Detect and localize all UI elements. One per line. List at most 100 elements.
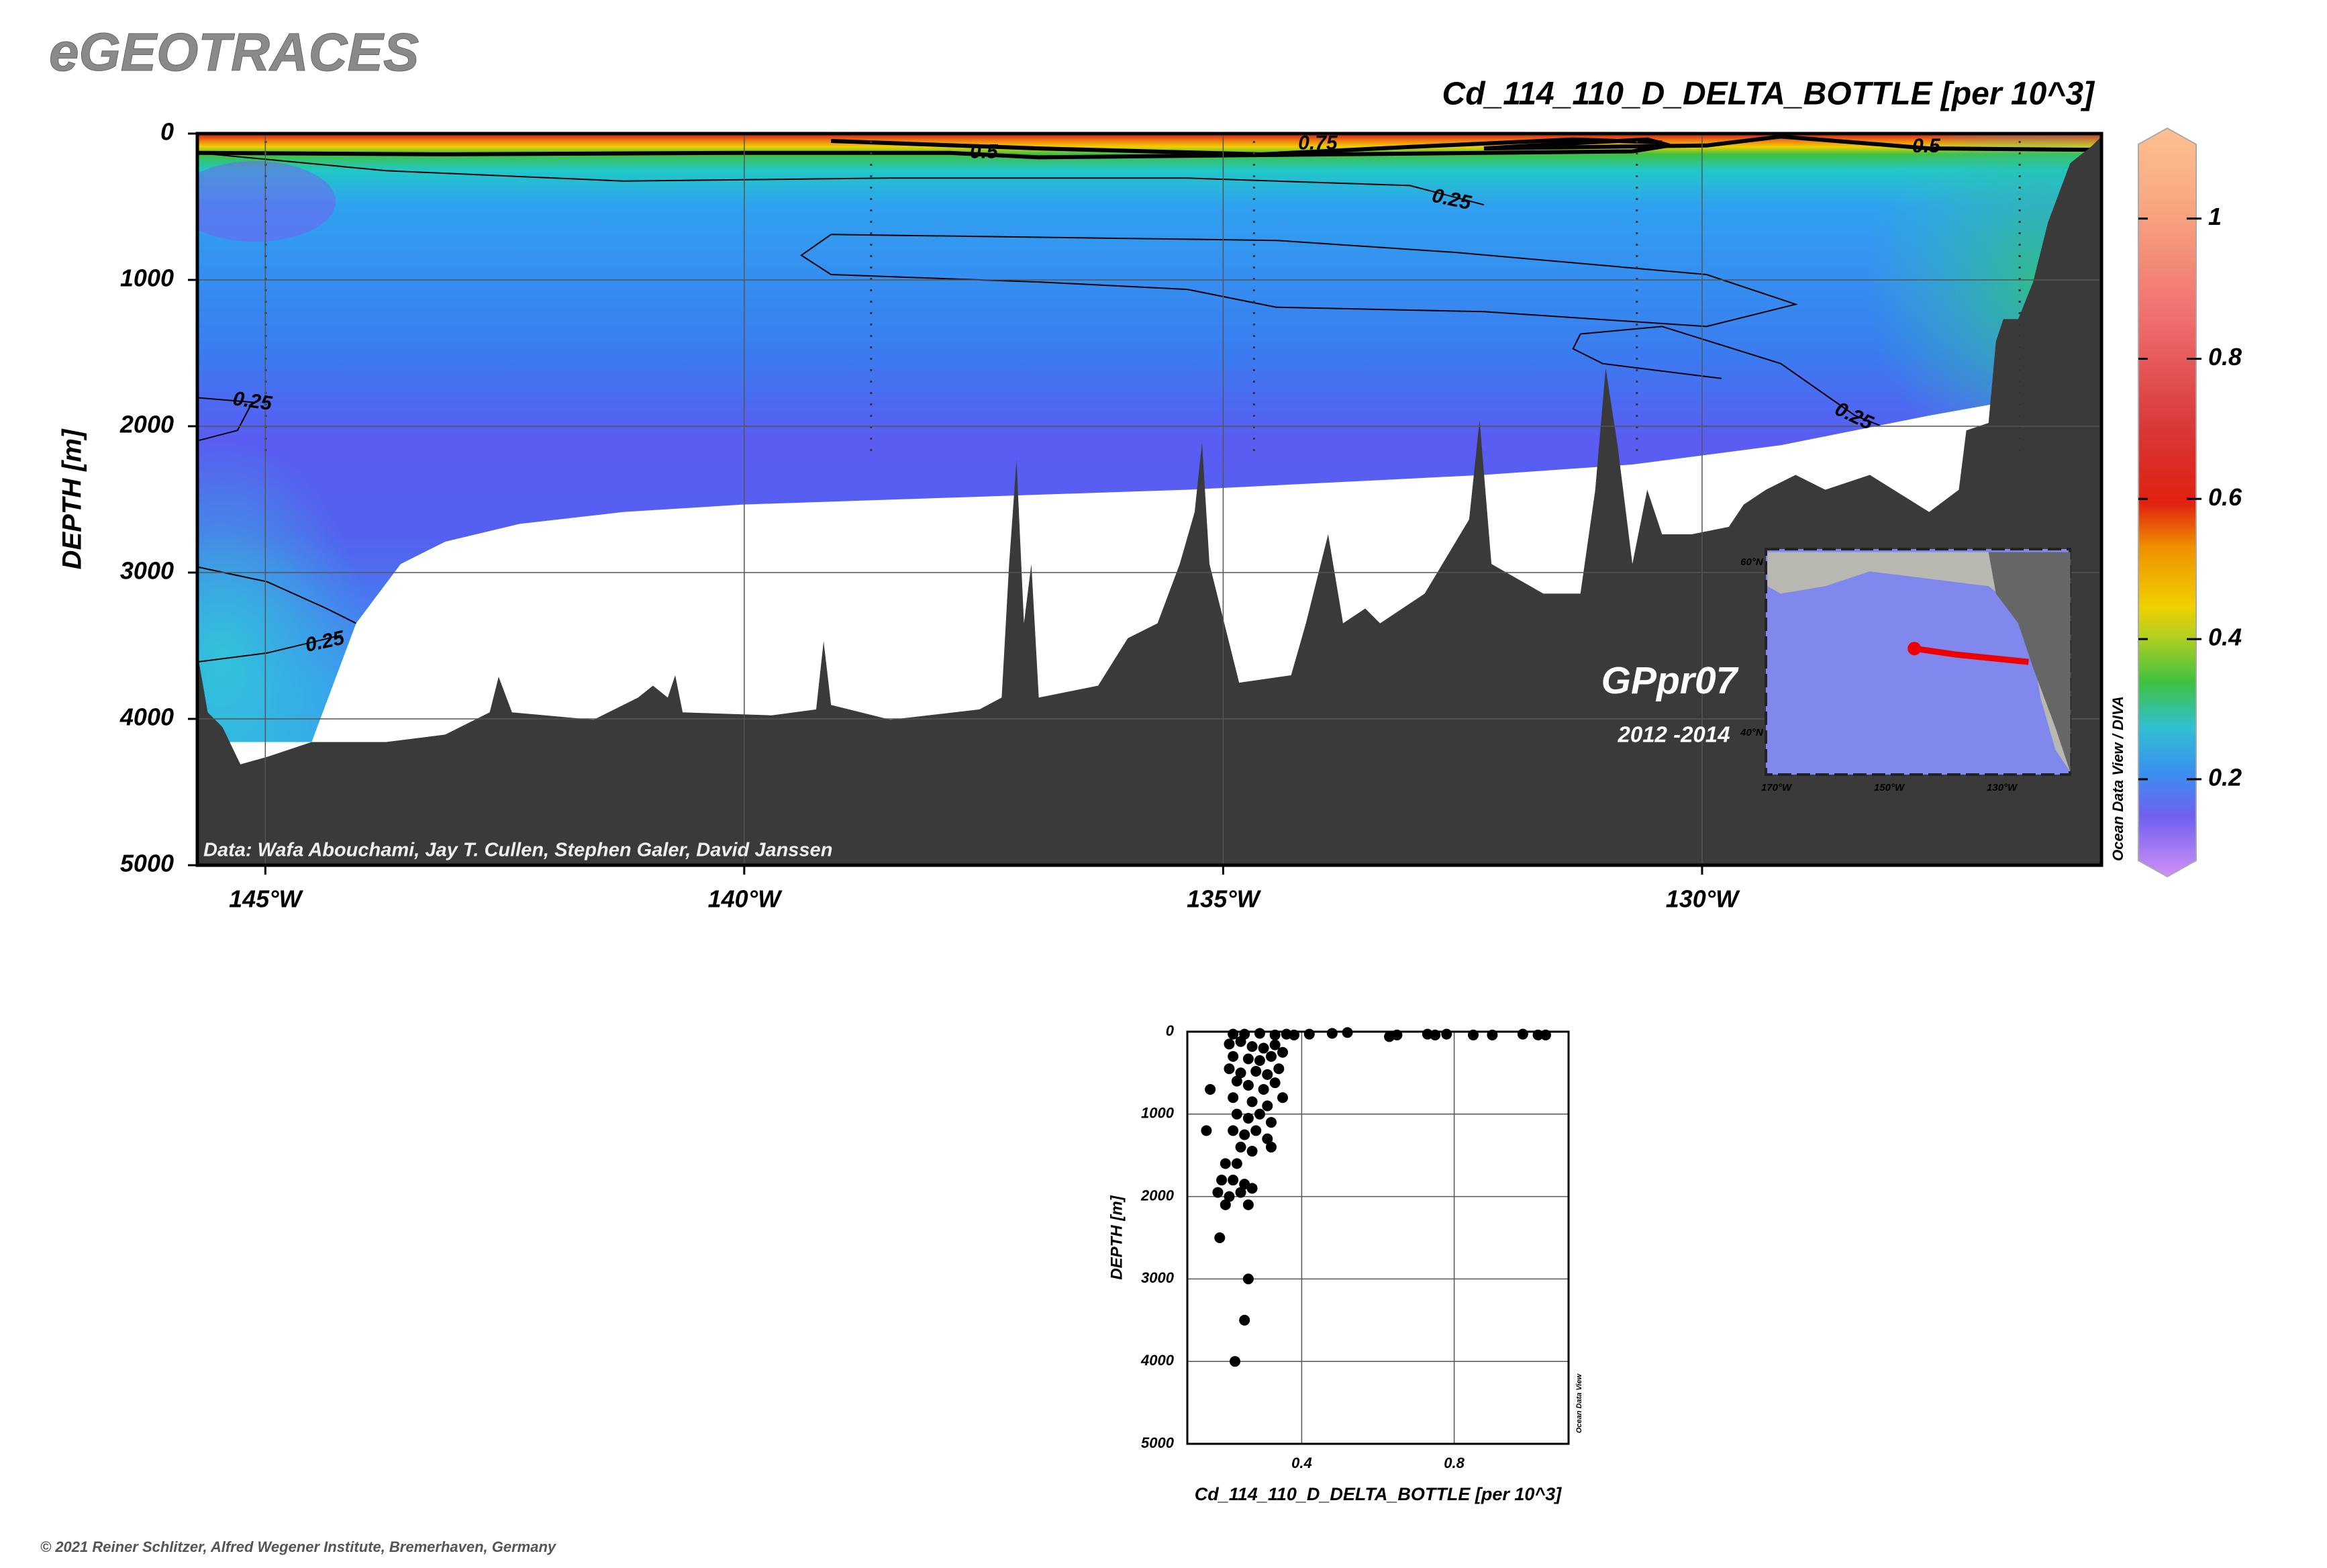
point bbox=[1269, 1077, 1281, 1089]
bathymetry bbox=[197, 136, 2101, 865]
software: Ocean Data View bbox=[1575, 1373, 1583, 1433]
point bbox=[1239, 1314, 1250, 1326]
point bbox=[1262, 1069, 1273, 1080]
point bbox=[1231, 1158, 1242, 1169]
point bbox=[1201, 1125, 1212, 1136]
inset-station bbox=[1908, 642, 1922, 656]
point bbox=[1228, 1028, 1239, 1040]
point bbox=[1246, 1183, 1258, 1194]
point bbox=[1254, 1108, 1265, 1120]
point bbox=[1228, 1125, 1239, 1136]
point bbox=[1205, 1083, 1216, 1095]
contour-line bbox=[197, 566, 357, 624]
section-name: GPpr07 bbox=[1601, 659, 1739, 702]
point bbox=[1265, 1117, 1277, 1128]
point bbox=[1228, 1050, 1239, 1062]
contour-line bbox=[800, 234, 1798, 328]
y-tick-label: 1000 bbox=[1141, 1105, 1175, 1122]
point bbox=[1265, 1141, 1277, 1153]
y-axis-label: DEPTH [m] bbox=[1107, 1195, 1126, 1279]
contour-label: 0.5 bbox=[1912, 135, 1941, 157]
point bbox=[1250, 1125, 1262, 1136]
inset-lat-label: 40°N bbox=[1740, 727, 1764, 738]
chart-title: Cd_114_110_D_DELTA_BOTTLE [per 10^3] bbox=[1442, 77, 2095, 112]
contour-line bbox=[197, 634, 342, 663]
inset-track bbox=[1914, 645, 2029, 665]
x-tick-label: 140°W bbox=[708, 885, 783, 913]
point bbox=[1231, 1075, 1242, 1087]
years: 2012 -2014 bbox=[1618, 722, 1730, 747]
contour-line bbox=[831, 137, 1663, 156]
point bbox=[1230, 1356, 1240, 1367]
point bbox=[1262, 1100, 1273, 1112]
inset-land bbox=[1988, 552, 2071, 772]
inset-lat-label: 60°N bbox=[1740, 556, 1764, 568]
point bbox=[1430, 1029, 1441, 1040]
point bbox=[1250, 1065, 1262, 1077]
frame bbox=[195, 132, 2103, 867]
point bbox=[1214, 1232, 1226, 1243]
contour-line bbox=[197, 397, 254, 442]
logo: eGEOTRACES bbox=[49, 22, 419, 82]
x-tick-label: 135°W bbox=[1187, 885, 1261, 913]
point bbox=[1391, 1029, 1403, 1040]
y-tick-label: 3000 bbox=[1141, 1269, 1175, 1286]
inset-lon-label: 170°W bbox=[1761, 782, 1793, 793]
colorbar-label: 0.6 bbox=[2208, 483, 2242, 511]
point bbox=[1258, 1042, 1269, 1054]
point bbox=[1532, 1029, 1544, 1040]
inset-lon-label: 130°W bbox=[1987, 782, 2018, 793]
x-tick-label: 0.8 bbox=[1444, 1455, 1465, 1471]
x-axis-label: Cd_114_110_D_DELTA_BOTTLE [per 10^3] bbox=[1195, 1484, 1562, 1504]
point bbox=[1220, 1158, 1231, 1169]
point bbox=[1326, 1028, 1338, 1039]
contour-line bbox=[1572, 334, 1722, 379]
point bbox=[1262, 1133, 1273, 1144]
inset-lon-label: 150°W bbox=[1874, 782, 1905, 793]
point bbox=[1216, 1175, 1228, 1186]
point bbox=[1224, 1038, 1235, 1050]
colorbar-label: 1 bbox=[2208, 203, 2222, 230]
y-tick-label: 4000 bbox=[119, 703, 174, 731]
colorbar: 0.2 0.4 0.6 0.8 1 bbox=[2138, 127, 2242, 878]
point bbox=[1277, 1046, 1288, 1058]
point bbox=[1258, 1083, 1269, 1095]
x-tick-label: 145°W bbox=[229, 885, 303, 913]
y-axis-label: DEPTH [m] bbox=[58, 428, 87, 570]
point bbox=[1242, 1273, 1254, 1285]
point bbox=[1246, 1096, 1258, 1108]
point bbox=[1242, 1112, 1254, 1124]
x-tick-label: 130°W bbox=[1666, 885, 1740, 913]
point bbox=[1269, 1029, 1281, 1040]
point bbox=[1212, 1187, 1224, 1198]
software: Ocean Data View / DIVA bbox=[2110, 696, 2126, 861]
contour-line bbox=[197, 134, 2101, 160]
contour-line bbox=[1580, 326, 1900, 434]
point bbox=[1517, 1028, 1528, 1040]
point bbox=[1254, 1028, 1265, 1039]
point bbox=[1231, 1108, 1242, 1120]
point bbox=[1235, 1141, 1246, 1153]
contour-label: 0.25 bbox=[232, 387, 275, 415]
point bbox=[1242, 1079, 1254, 1091]
field-purple bbox=[197, 161, 336, 242]
point bbox=[1468, 1029, 1479, 1040]
point bbox=[1487, 1029, 1498, 1040]
point bbox=[1441, 1028, 1452, 1040]
point bbox=[1269, 1039, 1281, 1050]
point bbox=[1235, 1067, 1246, 1079]
point bbox=[1273, 1063, 1285, 1075]
point bbox=[1224, 1063, 1235, 1075]
y-tick-label: 0 bbox=[1166, 1022, 1175, 1039]
y-tick-label: 5000 bbox=[1141, 1434, 1175, 1451]
contour-line bbox=[197, 152, 1485, 206]
contour-label: 0.5 bbox=[970, 141, 999, 163]
point bbox=[1220, 1199, 1231, 1210]
section-plot bbox=[197, 134, 2101, 865]
point bbox=[1342, 1027, 1353, 1038]
y-tick-label: 3000 bbox=[120, 557, 174, 585]
point bbox=[1228, 1092, 1239, 1104]
point bbox=[1228, 1175, 1239, 1186]
